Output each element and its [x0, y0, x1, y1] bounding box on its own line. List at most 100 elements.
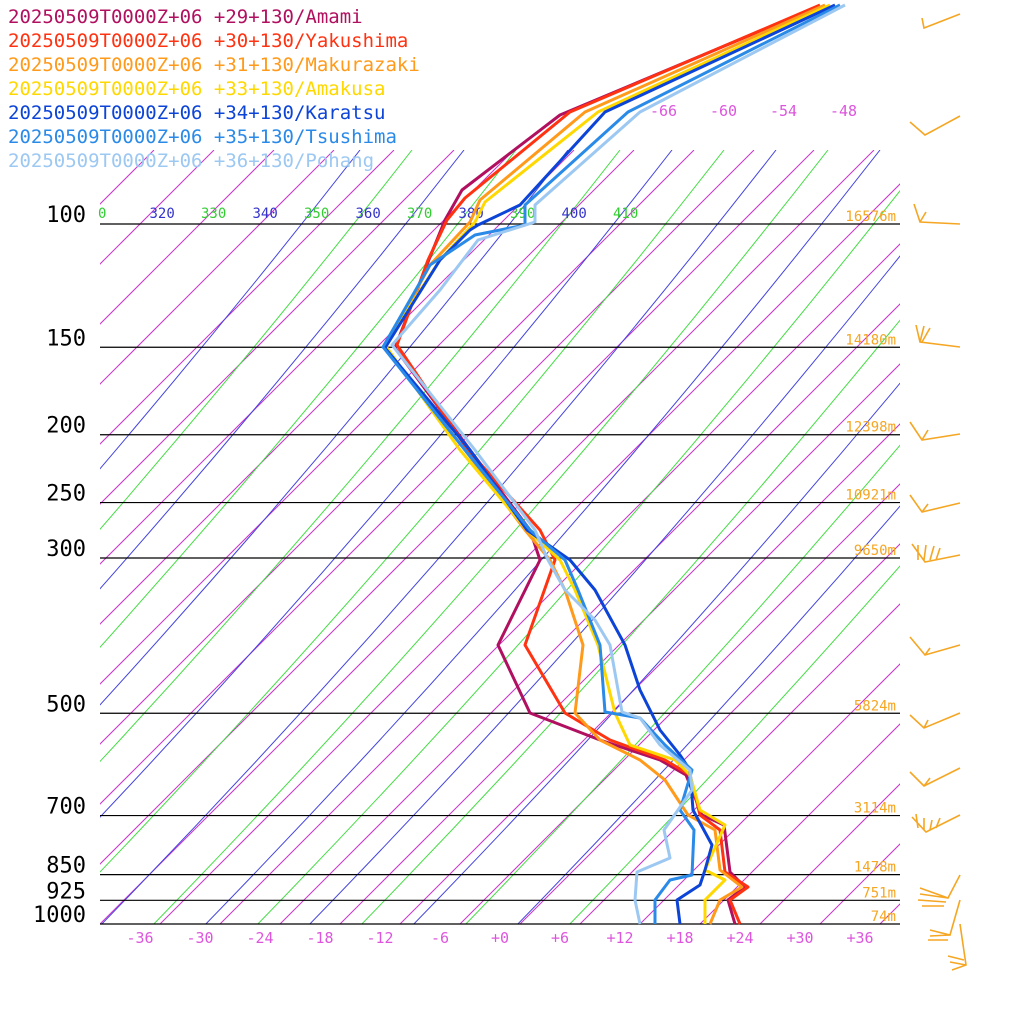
height-label-100: 16576m — [845, 209, 896, 225]
wind-barb — [915, 324, 961, 348]
isotherm-line — [399, 423, 900, 924]
x-tick-label: +18 — [666, 929, 693, 947]
profile-line-6 — [381, 3, 841, 924]
profile-line-3 — [383, 3, 826, 925]
temperature-profiles — [381, 3, 846, 925]
theta-curve — [100, 150, 569, 706]
theta-label: 400 — [562, 206, 587, 222]
theta-curve — [100, 150, 725, 873]
wind-barb — [909, 115, 961, 136]
theta-label: 410 — [613, 206, 638, 222]
wind-barb — [909, 767, 961, 787]
isotherm-line — [639, 663, 900, 924]
isotherm-line — [279, 303, 900, 924]
theta-label: 340 — [253, 206, 278, 222]
profile-line-7 — [390, 3, 846, 925]
theta-curve — [257, 189, 900, 924]
theta-curve — [100, 150, 465, 590]
height-label-200: 12398m — [845, 420, 896, 436]
x-tick-label: -6 — [431, 929, 449, 947]
height-label-150: 14180m — [845, 332, 896, 348]
isotherm-line — [940, 150, 1024, 924]
height-label-300: 9650m — [854, 543, 896, 559]
isotherm-line — [759, 783, 900, 924]
wind-barb — [913, 203, 961, 225]
isotherm-line — [339, 363, 900, 924]
theta-curve — [100, 150, 361, 470]
x-tick-label: -24 — [246, 929, 273, 947]
x-tick-label: -30 — [186, 929, 213, 947]
level-label-200: 200 — [46, 414, 86, 439]
x-tick-label: +0 — [491, 929, 509, 947]
isotherm-line — [100, 150, 635, 685]
isotherm-line — [519, 543, 900, 924]
theta-curve — [413, 382, 900, 924]
wind-barb — [909, 494, 961, 513]
theta-curve — [361, 319, 900, 924]
isotherm-line — [100, 150, 755, 805]
legend-entry-7: 20250509T0000Z+06 +36+130/Pohang — [8, 150, 374, 172]
wind-barb — [909, 421, 961, 441]
wind-barb — [921, 13, 961, 30]
theta-label: 370 — [407, 206, 432, 222]
legend-entry-1: 20250509T0000Z+06 +29+130/Amami — [8, 6, 363, 28]
x-tick-label: +12 — [606, 929, 633, 947]
wind-barb — [917, 874, 961, 907]
theta-curve — [101, 150, 777, 924]
legend-entry-3: 20250509T0000Z+06 +31+130/Makurazaki — [8, 54, 420, 76]
wind-barb — [911, 813, 961, 833]
isotherm-line — [100, 150, 335, 385]
background-reference-lines — [100, 150, 1024, 924]
theta-curve — [100, 150, 673, 818]
wind-barb — [928, 899, 961, 941]
wind-barbs — [909, 13, 967, 971]
level-label-850: 850 — [46, 854, 86, 879]
x-tick-label: -36 — [126, 929, 153, 947]
isotherm-line — [100, 150, 215, 265]
theta-curve — [100, 150, 517, 649]
theta-curve — [153, 150, 829, 924]
level-label-300: 300 — [46, 537, 86, 562]
isotherm-line — [819, 843, 900, 924]
theta-curve — [569, 565, 900, 924]
theta-label: 360 — [356, 206, 381, 222]
isotherm-line — [100, 150, 515, 565]
isotherm-line — [699, 723, 900, 924]
isotherm-line — [100, 150, 275, 325]
level-label-1000: 1000 — [33, 903, 86, 928]
isotherm-line — [159, 183, 900, 924]
x-axis-ticks: -36 -30 -24 -18 -12 -6 +0 +6 +12 +18 +24 +30 +36 — [126, 929, 873, 947]
level-label-150: 150 — [46, 326, 86, 351]
legend-entry-2: 20250509T0000Z+06 +30+130/Yakushima — [8, 30, 408, 52]
level-label-700: 700 — [46, 795, 86, 820]
x-tick-label: -12 — [366, 929, 393, 947]
theta-label: 390 — [510, 206, 535, 222]
legend-entry-6: 20250509T0000Z+06 +35+130/Tsushima — [8, 126, 397, 148]
profile-line-5 — [383, 3, 836, 925]
isotherm-line — [100, 150, 395, 445]
height-label-700: 3114m — [854, 801, 896, 817]
profile-line-4 — [383, 3, 831, 924]
profile-line-2 — [395, 3, 821, 925]
height-label-1000: 74m — [871, 909, 896, 925]
height-label-500: 5824m — [854, 698, 896, 714]
upper-temp-label: -66 — [650, 102, 677, 120]
height-label-850: 1478m — [854, 860, 896, 876]
isotherm-line — [100, 150, 575, 625]
x-tick-label: +30 — [786, 929, 813, 947]
height-label-250: 10921m — [845, 488, 896, 504]
isotherm-line — [100, 150, 815, 865]
x-tick-label: -18 — [306, 929, 333, 947]
theta-curve — [100, 150, 413, 531]
legend: 20250509T0000Z+06 +29+130/Amami20250509T… — [8, 6, 420, 172]
x-tick-label: +36 — [846, 929, 873, 947]
isotherm-line — [579, 603, 900, 924]
isotherm-line — [879, 903, 900, 924]
isotherm-line — [100, 150, 875, 924]
isotherm-line — [100, 150, 455, 505]
wind-barb — [947, 923, 967, 971]
wind-barb — [909, 712, 961, 729]
upper-temp-label: -60 — [710, 102, 737, 120]
